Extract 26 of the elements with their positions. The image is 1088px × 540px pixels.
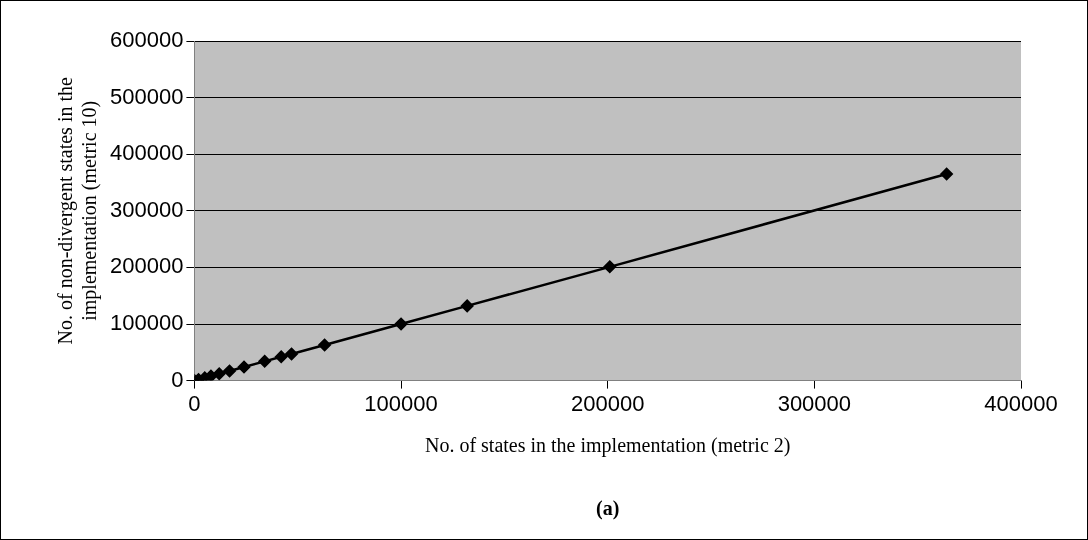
x-tick-label: 300000	[777, 390, 852, 416]
point	[940, 167, 953, 181]
point	[460, 299, 474, 313]
point	[212, 367, 226, 381]
point	[258, 355, 271, 368]
x-tick-label: 200000	[571, 390, 645, 416]
text: (a)	[596, 497, 620, 520]
point	[237, 360, 251, 374]
y-axis-title: No. of non-divergent states in the implementation (metric 10)	[54, 77, 102, 345]
y-tick-label: 600000	[109, 27, 184, 53]
x-tick-label: 100000	[364, 390, 438, 416]
y-tick-label: 500000	[109, 83, 184, 109]
point	[394, 317, 408, 331]
x-tick-label: 0	[188, 390, 201, 416]
y-tick-label: 400000	[109, 140, 184, 166]
y-tick-label: 300000	[109, 196, 184, 222]
x-axis-title: No. of states in the implementation (metric 2)	[424, 434, 791, 458]
point	[318, 338, 331, 352]
y-tick-label: 0	[171, 366, 184, 392]
y-tick-label: 200000	[109, 253, 184, 279]
x-tick-label: 400000	[984, 390, 1058, 416]
point	[274, 350, 288, 364]
point	[603, 260, 617, 274]
point	[223, 364, 236, 378]
y-tick-label: 100000	[109, 310, 184, 336]
point	[285, 347, 298, 361]
